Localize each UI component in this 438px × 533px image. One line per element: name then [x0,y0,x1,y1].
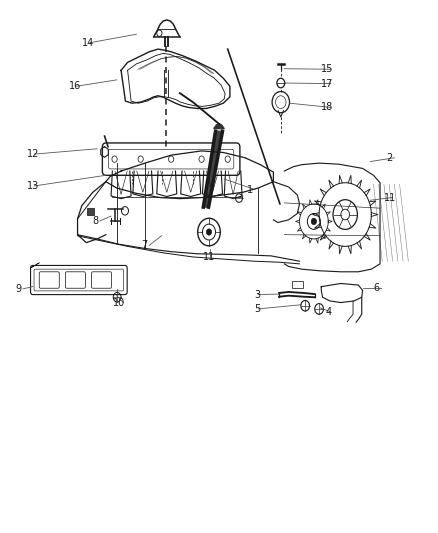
Polygon shape [214,124,224,128]
Circle shape [206,229,212,235]
Text: 3: 3 [254,289,260,300]
Text: 5: 5 [254,304,260,314]
Text: 4: 4 [326,306,332,317]
Text: 8: 8 [92,216,98,226]
Text: 17: 17 [321,78,333,88]
Text: 6: 6 [374,282,380,293]
Bar [87,208,94,215]
Text: 14: 14 [82,38,94,48]
Text: 2: 2 [387,153,393,163]
Polygon shape [203,131,223,207]
Text: 16: 16 [69,81,81,91]
Text: 11: 11 [202,252,215,262]
Text: 10: 10 [113,297,125,308]
Text: 11: 11 [385,192,397,203]
Text: 15: 15 [321,64,333,74]
Text: 7: 7 [141,240,148,251]
Circle shape [311,218,317,224]
Text: 18: 18 [321,102,333,112]
Bar [292,281,303,288]
Text: 12: 12 [27,149,39,159]
Text: 9: 9 [15,284,21,294]
Text: 1: 1 [247,184,254,195]
Text: 13: 13 [27,181,39,191]
